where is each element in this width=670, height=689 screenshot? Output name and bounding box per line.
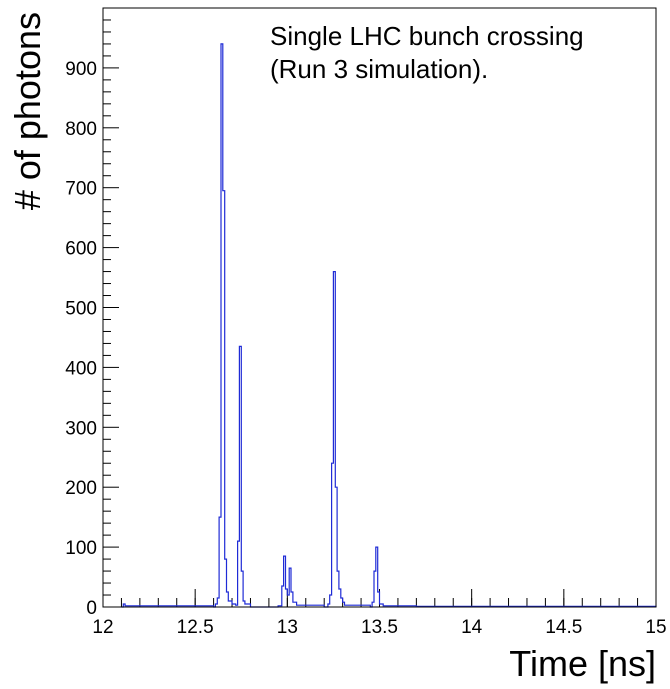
y-ticks [103,7,119,608]
y-tick-labels: 0 100 200 300 400 500 600 700 800 900 [65,59,97,619]
y-tick-label: 600 [65,239,97,260]
y-tick-label: 900 [65,59,97,80]
plot-frame [102,7,657,608]
y-tick-label: 300 [65,418,97,439]
y-tick-label: 800 [65,119,97,140]
y-tick-label: 0 [86,598,97,619]
annotation-line-2: (Run 3 simulation). [270,54,488,84]
y-axis-title: # of photons [7,12,48,210]
x-tick-label: 14 [461,617,483,638]
x-tick-labels: 12 12.5 13 13.5 14 14.5 15 [92,617,666,638]
x-axis-title: Time [ns] [509,643,656,684]
x-tick-label: 12 [92,617,113,638]
x-tick-label: 14.5 [545,617,582,638]
x-tick-label: 13.5 [361,617,398,638]
y-tick-label: 100 [65,538,97,559]
x-tick-label: 12.5 [177,617,214,638]
y-tick-label: 700 [65,179,97,200]
y-tick-label: 200 [65,478,97,499]
x-tick-label: 15 [645,617,666,638]
x-tick-label: 13 [277,617,298,638]
y-tick-label: 500 [65,299,97,320]
annotation-line-1: Single LHC bunch crossing [270,21,584,51]
y-tick-label: 400 [65,358,97,379]
